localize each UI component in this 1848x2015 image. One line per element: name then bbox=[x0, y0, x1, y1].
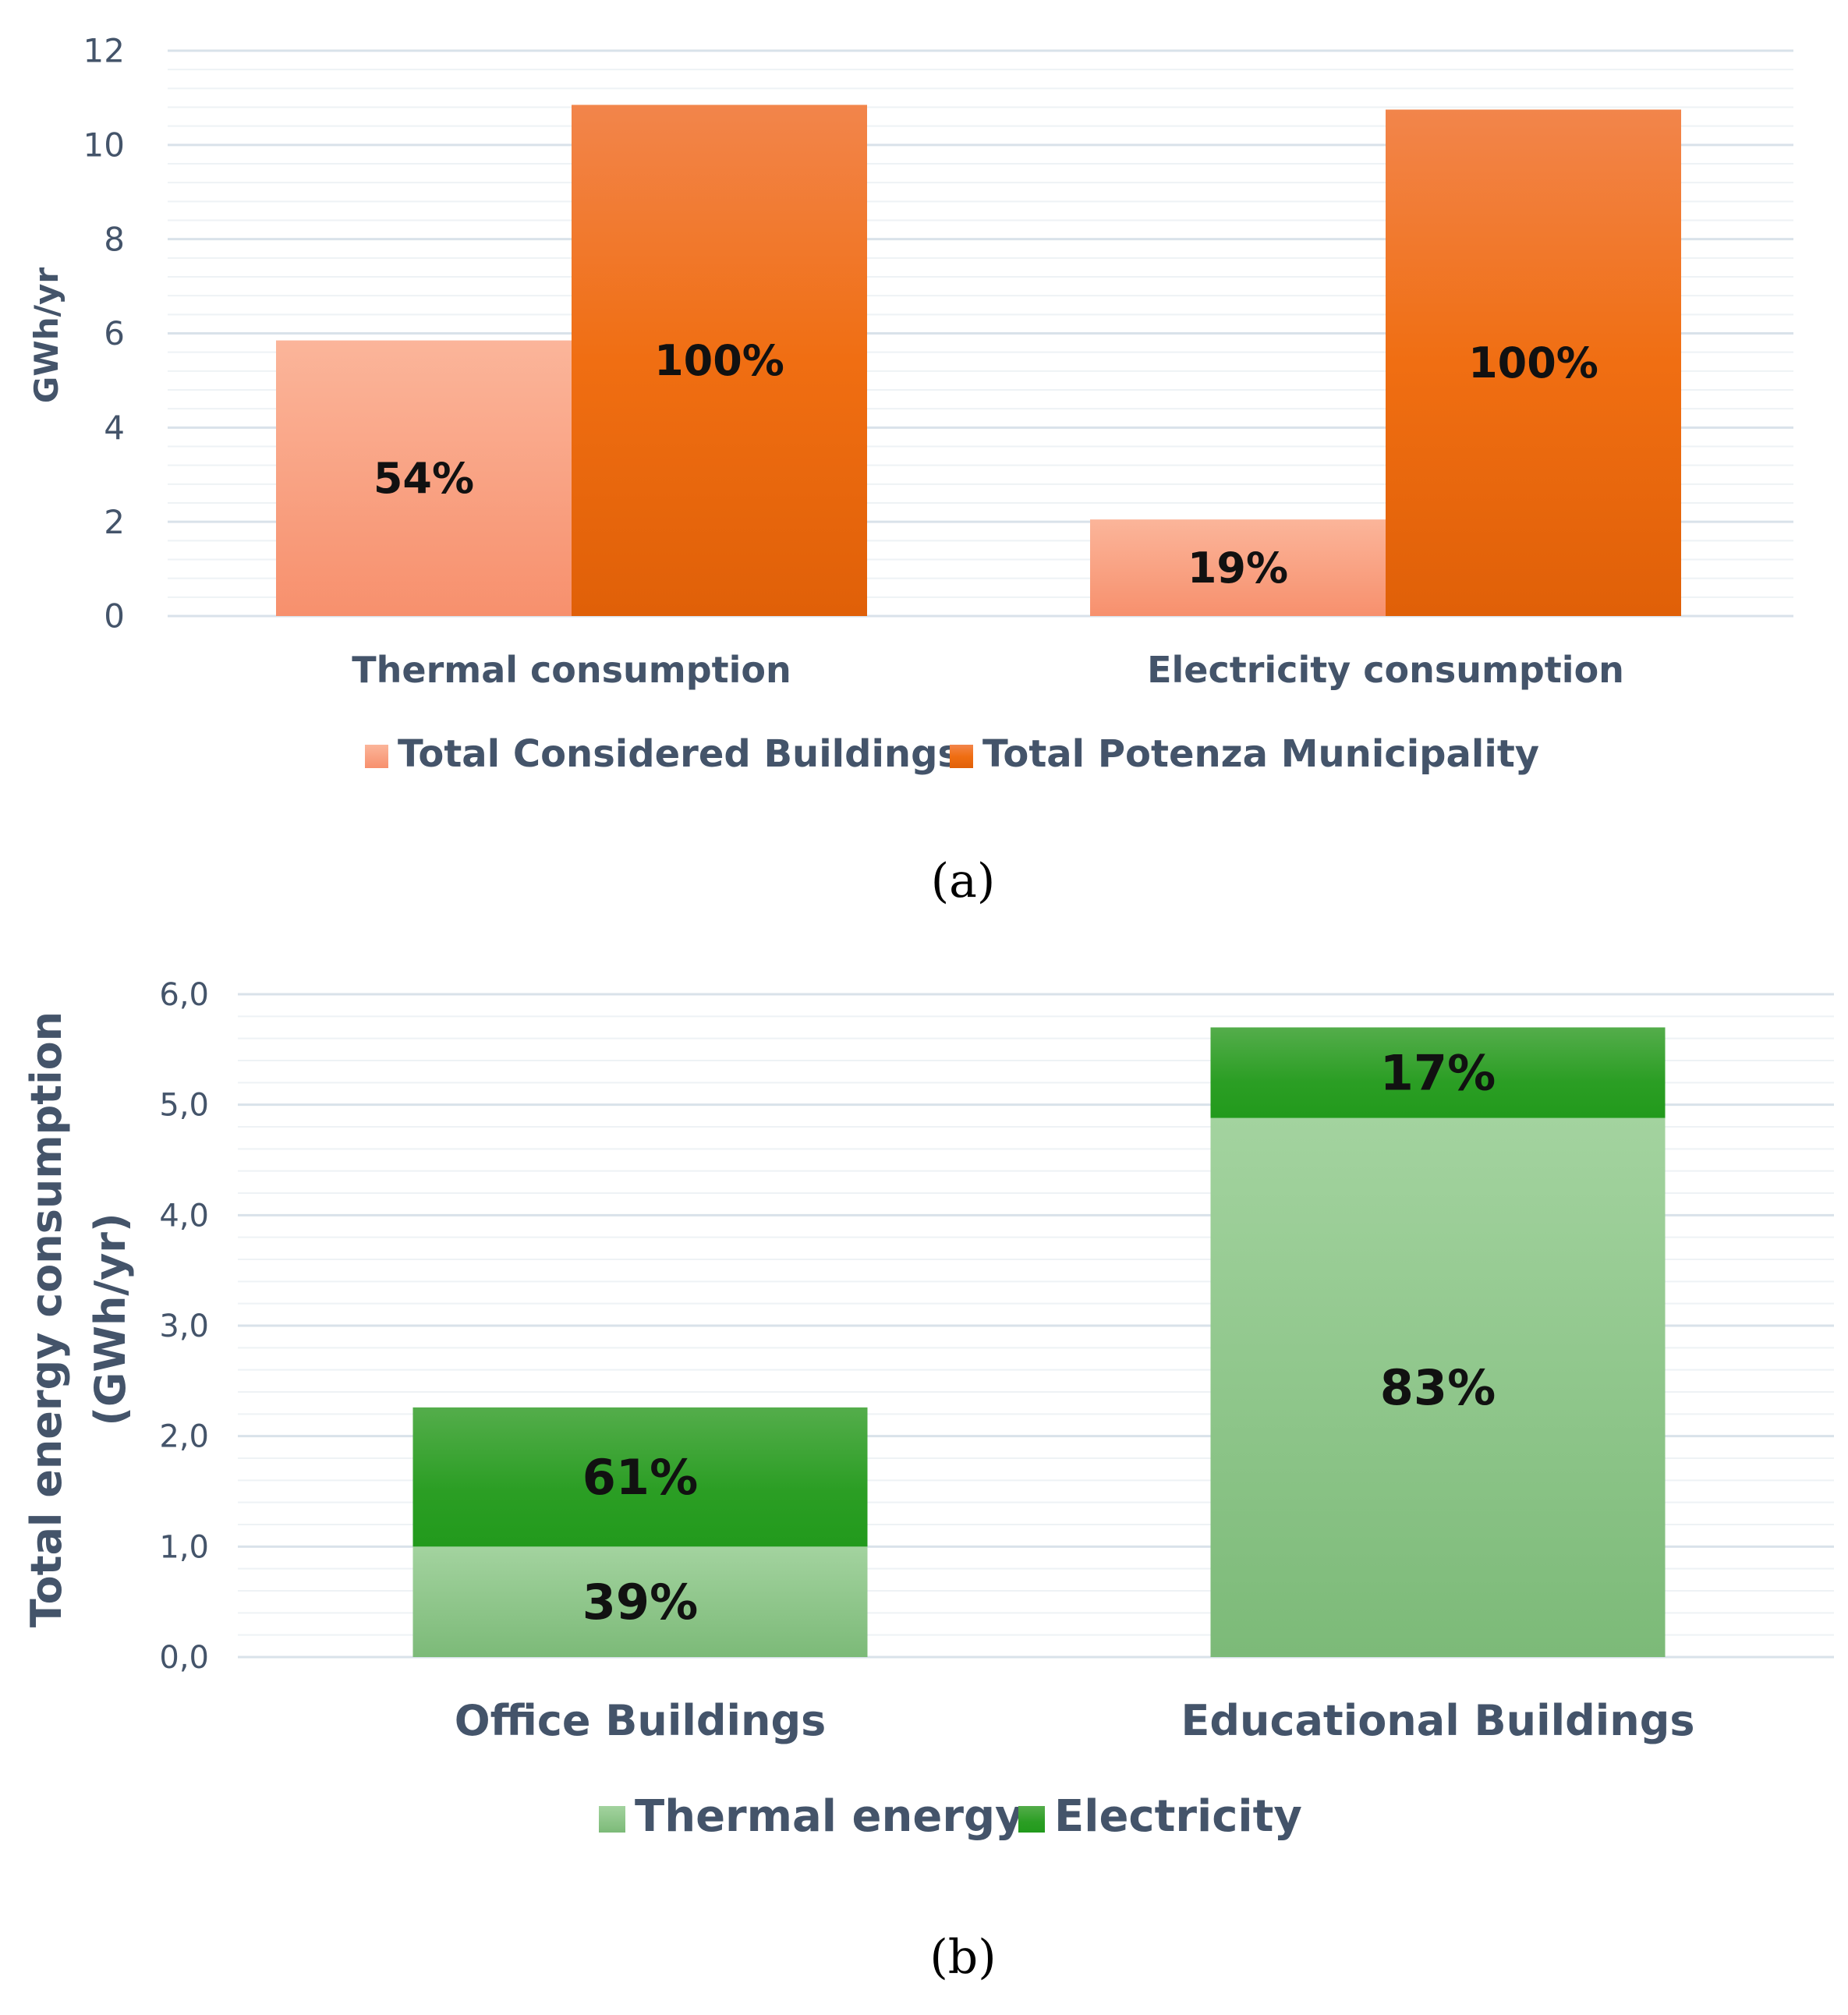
a-category-label: Thermal consumption bbox=[352, 649, 791, 691]
a-y-tick-label: 8 bbox=[104, 220, 125, 258]
a-y-tick-label: 0 bbox=[104, 597, 125, 636]
b-category-label: Office Buildings bbox=[455, 1696, 827, 1745]
b-category-labels: Office Buildings Educational Buildings bbox=[455, 1696, 1695, 1745]
b-data-label: 61% bbox=[582, 1449, 698, 1506]
a-y-tick-label: 2 bbox=[104, 503, 125, 541]
a-bar-total-considered-buildings bbox=[276, 340, 572, 616]
a-data-label: 100% bbox=[1468, 338, 1598, 388]
b-data-label: 39% bbox=[582, 1574, 698, 1631]
b-y-tick-label: 3,0 bbox=[159, 1309, 209, 1344]
a-legend-label: Total Potenza Municipality bbox=[982, 732, 1539, 776]
a-bar-total-potenza-municipality bbox=[1386, 109, 1681, 617]
b-y-axis-label-line2: (GWh/yr) bbox=[86, 1213, 135, 1425]
b-y-tick-labels: 0,0 1,0 2,0 3,0 4,0 5,0 6,0 bbox=[159, 977, 209, 1676]
a-bar-total-considered-buildings bbox=[1090, 519, 1386, 616]
panel-label-a: (a) bbox=[931, 854, 996, 908]
b-bar-electricity bbox=[1210, 1027, 1666, 1118]
a-data-label: 19% bbox=[1188, 544, 1288, 593]
a-y-tick-label: 4 bbox=[104, 409, 125, 447]
b-bars bbox=[412, 1027, 1666, 1657]
b-data-label: 83% bbox=[1380, 1359, 1496, 1416]
a-y-tick-label: 6 bbox=[104, 314, 125, 352]
a-data-label: 100% bbox=[654, 336, 784, 385]
a-y-tick-label: 10 bbox=[83, 126, 125, 165]
b-y-axis-label-line1: Total energy consumption bbox=[22, 1011, 71, 1627]
a-bar-total-potenza-municipality bbox=[572, 104, 867, 616]
a-y-tick-labels: 0 2 4 6 8 10 12 bbox=[83, 32, 125, 636]
b-y-tick-label: 6,0 bbox=[159, 977, 209, 1013]
b-bar-thermal-energy bbox=[412, 1546, 868, 1657]
b-bar-thermal-energy bbox=[1210, 1117, 1666, 1657]
b-bar-electricity bbox=[412, 1407, 868, 1547]
b-legend-swatch bbox=[599, 1806, 625, 1833]
a-category-labels: Thermal consumption Electricity consumpti… bbox=[352, 649, 1624, 691]
b-data-label: 17% bbox=[1380, 1044, 1496, 1101]
a-data-label: 54% bbox=[373, 454, 474, 503]
chart-b: 0,0 1,0 2,0 3,0 4,0 5,0 6,0 Total energy consu… bbox=[22, 977, 1834, 1985]
b-legend: Thermal energy Electricity bbox=[599, 1791, 1302, 1842]
b-legend-swatch bbox=[1018, 1806, 1045, 1833]
chart-a: 0 2 4 6 8 10 12 GWh/yr 54% 100% 19% 100% Thermal … bbox=[27, 32, 1793, 908]
b-y-tick-label: 0,0 bbox=[159, 1640, 209, 1676]
b-data-labels: 39% 61% 83% 17% bbox=[582, 1044, 1496, 1631]
b-y-tick-label: 5,0 bbox=[159, 1088, 209, 1124]
b-y-tick-label: 4,0 bbox=[159, 1198, 209, 1234]
a-legend-swatch bbox=[950, 745, 973, 768]
a-y-tick-label: 12 bbox=[83, 32, 125, 70]
a-legend-label: Total Considered Buildings bbox=[398, 732, 960, 776]
a-legend: Total Considered Buildings Total Potenza … bbox=[365, 732, 1539, 776]
a-category-label: Electricity consumption bbox=[1147, 649, 1624, 691]
b-legend-label: Thermal energy bbox=[635, 1791, 1024, 1842]
a-data-labels: 54% 100% 19% 100% bbox=[373, 336, 1598, 593]
b-category-label: Educational Buildings bbox=[1181, 1696, 1694, 1745]
a-y-axis-label: GWh/yr bbox=[27, 267, 65, 403]
b-legend-label: Electricity bbox=[1054, 1791, 1302, 1842]
panel-label-b: (b) bbox=[929, 1930, 996, 1985]
b-y-tick-label: 2,0 bbox=[159, 1419, 209, 1455]
b-y-tick-label: 1,0 bbox=[159, 1529, 209, 1565]
a-bars bbox=[276, 104, 1681, 617]
a-legend-swatch bbox=[365, 745, 388, 768]
